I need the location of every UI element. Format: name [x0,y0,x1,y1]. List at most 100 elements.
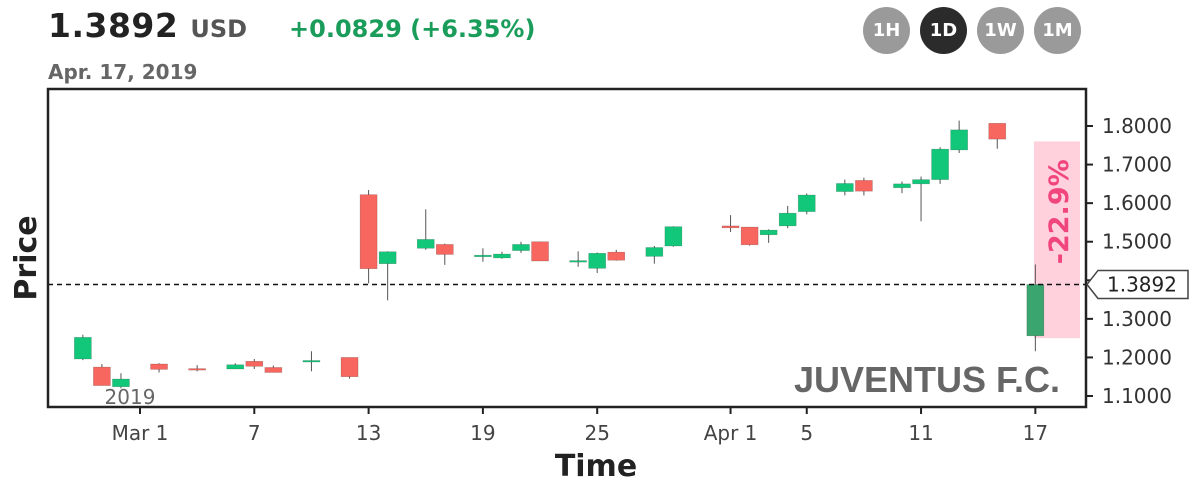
candle [721,215,740,233]
price-change: +0.0829 (+6.35%) [289,15,536,43]
candle [435,243,454,265]
y-tick-label: 1.3000 [1102,307,1172,331]
candle [645,245,664,264]
candle [988,123,1007,149]
candle [759,229,778,243]
x-tick-label: 19 [470,421,495,445]
currency-label: USD [190,15,248,43]
candle [188,365,206,372]
candle [493,251,511,259]
candle-body [188,368,206,371]
x-tick-label: 13 [356,421,381,445]
candle-body [759,229,778,236]
quote-date: Apr. 17, 2019 [48,60,198,84]
candle [359,190,378,284]
candle-body [112,378,130,388]
candle-body [245,360,264,367]
candle [836,179,854,196]
candle [416,209,435,250]
candle-body [512,244,530,251]
x-tick-label: 5 [800,421,813,445]
candle-body [531,241,549,262]
candle-body [836,183,854,192]
candle-body [226,364,245,370]
candle [588,252,607,273]
y-axis-title: Price [9,215,44,300]
candle [893,181,911,194]
candle [1026,264,1045,352]
candle-body [93,366,111,386]
candle-body [607,251,626,261]
candle-body [664,226,683,247]
price-header: 1.3892 USD +0.0829 (+6.35%) [48,6,535,50]
y-tick-label: 1.2000 [1102,345,1172,369]
candle [664,226,683,247]
candle [264,365,283,373]
range-button-1w[interactable]: 1W [977,7,1024,54]
plot-frame [46,87,1088,409]
candle [607,249,626,261]
candle-body [74,337,92,360]
candle [740,226,759,246]
range-button-1m[interactable]: 1M [1034,7,1081,54]
candle-body [950,129,968,151]
candle [855,177,873,196]
x-tick-label: 11 [908,421,933,445]
x-tick-label: 7 [248,421,261,445]
price-tag-box [1086,269,1189,300]
candle-body [302,360,321,363]
x-tick-label: 25 [584,421,609,445]
candle-body [264,367,283,373]
candle [569,251,587,267]
candle-body [493,253,511,259]
candle-body [893,183,911,189]
candle [226,363,245,370]
x-tick-label: Apr 1 [704,421,758,445]
candle [378,251,397,301]
candle [912,176,930,222]
candle-body [359,194,378,270]
y-tick-label: 1.7000 [1102,153,1172,177]
candle [778,205,797,229]
x-axis-title: Time [555,449,637,484]
candle [931,147,949,184]
candle-body [340,357,359,378]
candle-body [721,225,740,229]
candle [531,241,549,262]
y-tick-label: 1.8000 [1102,114,1172,138]
candle-body [416,239,435,249]
candle-body [1026,284,1045,337]
candle [245,358,264,369]
candle [340,357,359,379]
y-tick-label: 1.1000 [1102,384,1172,408]
time-range-selector: 1H 1D 1W 1M [863,7,1081,54]
candle [150,363,168,373]
candle-body [378,251,397,265]
candle-body [988,123,1007,140]
range-button-1h[interactable]: 1H [863,7,910,54]
watermark: JUVENTUS F.C. [794,359,1060,400]
candle [950,120,968,153]
candle-body [150,363,168,370]
candle-body [797,194,816,212]
candle [302,351,321,372]
candle [512,241,530,253]
y-tick-label: 1.6000 [1102,191,1172,215]
candle-body [645,247,664,257]
x-tick-label: 17 [1023,421,1048,445]
x-tick-label: Mar 1 [112,421,169,445]
y-tick-label: 1.5000 [1102,230,1172,254]
candle-body [778,212,797,227]
price-tag-label: 1.3892 [1107,272,1177,296]
candle-body [855,180,873,192]
candle [797,193,816,215]
candle-body [474,254,492,258]
candle-body [569,260,587,263]
candle [93,363,111,386]
current-price: 1.3892 [48,6,179,45]
candle-body [912,179,930,185]
candle-body [931,148,949,180]
candle-body [740,226,759,246]
candle [474,248,492,262]
range-button-1d[interactable]: 1D [920,7,967,54]
